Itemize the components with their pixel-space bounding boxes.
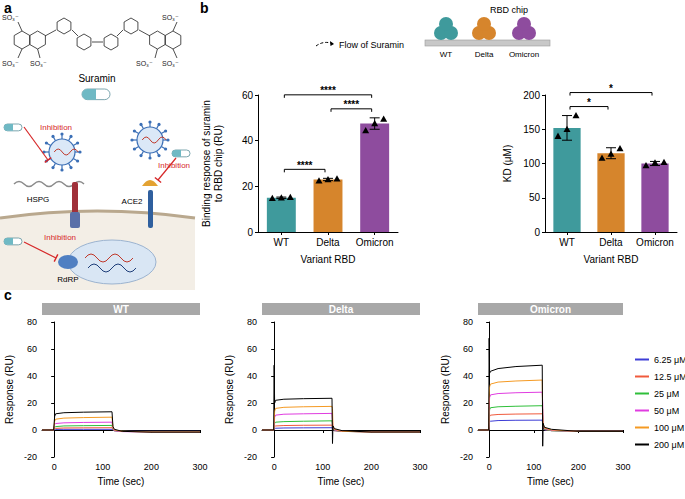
svg-text:100: 100 [526, 462, 541, 472]
svg-text:300: 300 [192, 462, 207, 472]
svg-text:SO₃⁻: SO₃⁻ [162, 14, 179, 21]
svg-text:40: 40 [247, 371, 257, 381]
svg-text:Flow of Suramin: Flow of Suramin [339, 40, 404, 50]
svg-text:40: 40 [242, 135, 254, 146]
svg-text:Omicron: Omicron [509, 50, 539, 59]
svg-text:WT: WT [440, 50, 453, 59]
svg-text:20: 20 [242, 181, 254, 192]
svg-text:SO₃⁻: SO₃⁻ [136, 60, 153, 67]
svg-text:20: 20 [463, 398, 473, 408]
svg-text:Omicron: Omicron [530, 304, 571, 315]
svg-text:b: b [200, 0, 209, 16]
svg-text:Time (sec): Time (sec) [527, 476, 574, 487]
svg-text:-20: -20 [460, 452, 473, 462]
svg-text:25 μM: 25 μM [654, 389, 679, 399]
svg-text:Delta: Delta [599, 237, 623, 248]
svg-text:0: 0 [487, 462, 492, 472]
svg-text:100: 100 [315, 462, 330, 472]
svg-text:100: 100 [523, 158, 540, 169]
svg-text:Delta: Delta [475, 50, 494, 59]
svg-text:Delta: Delta [316, 237, 340, 248]
svg-text:Inhibition: Inhibition [44, 233, 76, 242]
svg-text:80: 80 [463, 317, 473, 327]
svg-text:40: 40 [463, 371, 473, 381]
svg-text:RdRP: RdRP [57, 275, 78, 284]
svg-text:200 μM: 200 μM [654, 440, 684, 450]
svg-text:200: 200 [523, 90, 540, 101]
svg-text:60: 60 [27, 344, 37, 354]
svg-text:****: **** [344, 99, 360, 110]
svg-text:to RBD chip (RU): to RBD chip (RU) [213, 125, 224, 202]
svg-text:50 μM: 50 μM [654, 406, 679, 416]
svg-text:80: 80 [247, 317, 257, 327]
svg-text:c: c [4, 287, 12, 303]
svg-text:20: 20 [27, 398, 37, 408]
svg-text:SO₃⁻: SO₃⁻ [2, 60, 19, 67]
svg-text:6.25 μM: 6.25 μM [654, 355, 685, 365]
svg-text:WT: WT [113, 304, 129, 315]
svg-text:20: 20 [247, 398, 257, 408]
svg-text:0: 0 [468, 425, 473, 435]
svg-text:60: 60 [463, 344, 473, 354]
svg-text:Time (sec): Time (sec) [98, 476, 145, 487]
svg-text:Variant RBD: Variant RBD [584, 254, 639, 265]
svg-text:Response (RU): Response (RU) [4, 355, 15, 424]
svg-text:-20: -20 [244, 452, 257, 462]
svg-text:60: 60 [242, 90, 254, 101]
svg-text:a: a [4, 0, 12, 16]
svg-text:300: 300 [615, 462, 630, 472]
svg-text:Suramin: Suramin [78, 73, 115, 84]
svg-text:Binding response of suramin: Binding response of suramin [201, 100, 212, 227]
svg-text:200: 200 [364, 462, 379, 472]
svg-text:60: 60 [247, 344, 257, 354]
svg-text:SO₃⁻: SO₃⁻ [162, 60, 179, 67]
svg-text:0: 0 [32, 425, 37, 435]
svg-text:WT: WT [559, 237, 575, 248]
svg-text:0: 0 [534, 227, 540, 238]
svg-text:300: 300 [412, 462, 427, 472]
svg-text:SO₃⁻: SO₃⁻ [30, 60, 47, 67]
svg-text:ACE2: ACE2 [122, 197, 143, 206]
svg-text:Omicron: Omicron [356, 237, 394, 248]
svg-text:WT: WT [274, 237, 290, 248]
svg-text:KD (μM): KD (μM) [502, 145, 513, 182]
svg-text:100: 100 [95, 462, 110, 472]
svg-text:40: 40 [27, 371, 37, 381]
svg-text:Inhibition: Inhibition [158, 161, 190, 170]
svg-text:SO₃⁻: SO₃⁻ [2, 14, 19, 21]
svg-text:RBD chip: RBD chip [490, 5, 528, 15]
svg-text:****: **** [297, 160, 313, 171]
svg-text:****: **** [320, 85, 336, 96]
svg-text:*: * [609, 83, 613, 94]
svg-text:0: 0 [247, 227, 253, 238]
svg-text:150: 150 [523, 124, 540, 135]
svg-text:0: 0 [272, 462, 277, 472]
svg-text:Inhibition: Inhibition [40, 123, 72, 132]
svg-text:Delta: Delta [329, 304, 354, 315]
svg-text:Time (sec): Time (sec) [318, 476, 365, 487]
svg-text:12.5 μM: 12.5 μM [654, 372, 685, 382]
svg-text:Response (RU): Response (RU) [440, 355, 451, 424]
svg-text:Omicron: Omicron [636, 237, 674, 248]
svg-text:100 μM: 100 μM [654, 423, 684, 433]
svg-text:200: 200 [571, 462, 586, 472]
svg-text:0: 0 [52, 462, 57, 472]
svg-text:*: * [587, 97, 591, 108]
svg-text:200: 200 [144, 462, 159, 472]
svg-text:Response (RU): Response (RU) [224, 355, 235, 424]
svg-text:-20: -20 [24, 452, 37, 462]
svg-text:HSPG: HSPG [27, 195, 50, 204]
svg-text:Variant RBD: Variant RBD [301, 254, 356, 265]
svg-text:0: 0 [252, 425, 257, 435]
svg-text:80: 80 [27, 317, 37, 327]
svg-text:50: 50 [529, 192, 541, 203]
